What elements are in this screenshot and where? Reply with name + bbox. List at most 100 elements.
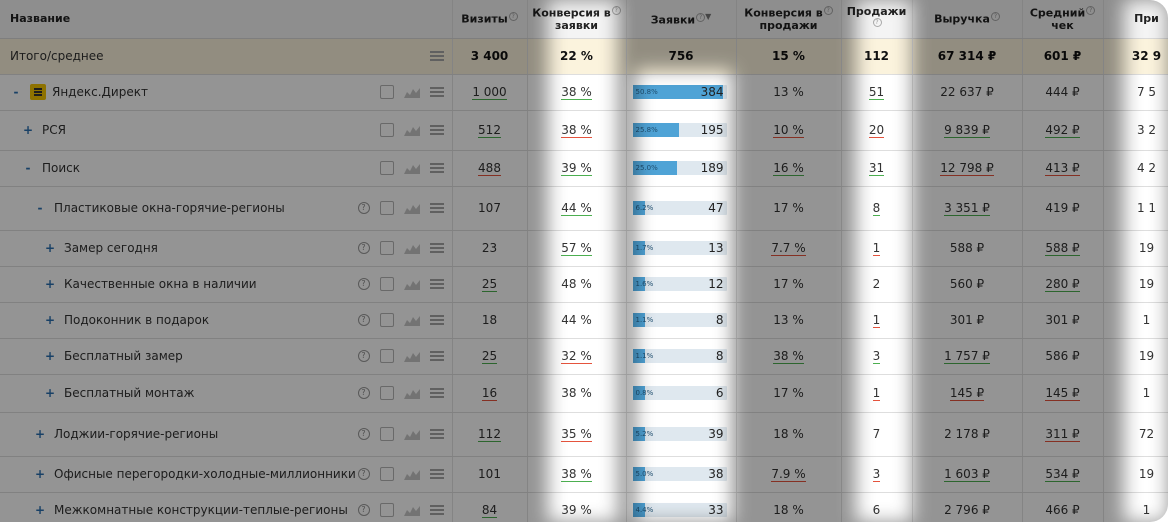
- conv-leads-cell-value[interactable]: 38 %: [561, 123, 592, 138]
- conv-sales-cell-value[interactable]: 38 %: [773, 349, 804, 364]
- expand-toggle[interactable]: +: [34, 467, 46, 481]
- row-checkbox[interactable]: [379, 427, 394, 441]
- chart-icon[interactable]: [403, 350, 420, 362]
- row-label[interactable]: Лоджии-горячие-регионы: [54, 427, 219, 441]
- leads-value[interactable]: 8: [715, 313, 724, 327]
- leads-value[interactable]: 47: [708, 201, 724, 215]
- help-icon[interactable]: ?: [357, 278, 370, 290]
- avg-check-cell-value[interactable]: 280 ₽: [1045, 277, 1080, 292]
- visits-cell-value[interactable]: 1 000: [472, 85, 507, 100]
- row-checkbox[interactable]: [379, 467, 394, 481]
- row-checkbox[interactable]: [379, 241, 394, 255]
- visits-cell-value[interactable]: 25: [481, 349, 498, 364]
- menu-icon[interactable]: [429, 388, 444, 398]
- revenue-cell-value[interactable]: 9 839 ₽: [944, 123, 990, 138]
- avg-check-cell-value[interactable]: 588 ₽: [1045, 241, 1080, 256]
- leads-value[interactable]: 33: [708, 503, 724, 517]
- conv-leads-cell-value[interactable]: 38 %: [561, 85, 592, 100]
- menu-icon[interactable]: [429, 279, 444, 289]
- revenue-cell-value[interactable]: 12 798 ₽: [940, 161, 994, 176]
- visits-cell-value[interactable]: 488: [478, 161, 501, 176]
- conv-leads-cell-value[interactable]: 35 %: [561, 427, 592, 442]
- row-label[interactable]: Офисные перегородки-холодные-миллионники: [54, 467, 356, 481]
- conv-leads-cell-value[interactable]: 38 %: [561, 467, 592, 482]
- collapse-toggle[interactable]: -: [37, 201, 43, 215]
- menu-icon[interactable]: [429, 203, 444, 213]
- visits-cell-value[interactable]: 25: [481, 277, 498, 292]
- row-checkbox[interactable]: [379, 349, 394, 363]
- help-icon[interactable]: ?: [357, 387, 370, 399]
- menu-icon[interactable]: [429, 87, 444, 97]
- leads-value[interactable]: 195: [700, 123, 724, 137]
- chart-icon[interactable]: [403, 468, 420, 480]
- help-icon[interactable]: ?: [1086, 5, 1096, 15]
- help-icon[interactable]: ?: [872, 17, 882, 27]
- sales-cell-value[interactable]: 8: [872, 201, 881, 216]
- avg-check-cell-value[interactable]: 413 ₽: [1045, 161, 1080, 176]
- header-visits[interactable]: Визиты?: [452, 0, 528, 39]
- chart-icon[interactable]: [403, 242, 420, 254]
- expand-toggle[interactable]: +: [22, 123, 34, 137]
- row-checkbox[interactable]: [379, 161, 394, 175]
- conv-leads-cell-value[interactable]: 57 %: [561, 241, 592, 256]
- row-label[interactable]: Подоконник в подарок: [64, 313, 210, 327]
- sales-cell-value[interactable]: 20: [868, 123, 885, 138]
- chart-icon[interactable]: [403, 124, 420, 136]
- menu-icon[interactable]: [429, 505, 444, 515]
- help-icon[interactable]: ?: [357, 428, 370, 440]
- chart-icon[interactable]: [403, 387, 420, 399]
- conv-sales-cell-value[interactable]: 7.9 %: [771, 467, 806, 482]
- expand-toggle[interactable]: +: [44, 241, 56, 255]
- chart-icon[interactable]: [403, 428, 420, 440]
- row-checkbox[interactable]: [379, 201, 394, 215]
- menu-icon[interactable]: [429, 469, 444, 479]
- sales-cell-value[interactable]: 1: [872, 386, 881, 401]
- leads-value[interactable]: 8: [715, 349, 724, 363]
- help-icon[interactable]: ?: [357, 314, 370, 326]
- sales-cell-value[interactable]: 1: [872, 313, 881, 328]
- row-label[interactable]: Яндекс.Директ: [52, 85, 148, 99]
- menu-icon[interactable]: [429, 429, 444, 439]
- sales-cell-value[interactable]: 1: [872, 241, 881, 256]
- avg-check-cell-value[interactable]: 534 ₽: [1045, 467, 1080, 482]
- menu-icon[interactable]: [429, 51, 444, 61]
- help-icon[interactable]: ?: [508, 11, 518, 21]
- header-name[interactable]: Название: [0, 0, 453, 39]
- row-label[interactable]: Поиск: [42, 161, 81, 175]
- leads-value[interactable]: 189: [700, 161, 724, 175]
- header-conv-leads[interactable]: Конверсия в? заявки: [527, 0, 627, 39]
- row-label[interactable]: РСЯ: [42, 123, 66, 137]
- header-revenue[interactable]: Выручка?: [912, 0, 1023, 39]
- row-label[interactable]: Пластиковые окна-горячие-регионы: [54, 201, 285, 215]
- row-checkbox[interactable]: [379, 503, 394, 517]
- leads-value[interactable]: 6: [715, 386, 724, 400]
- help-icon[interactable]: ?: [357, 350, 370, 362]
- expand-toggle[interactable]: +: [34, 503, 46, 517]
- chart-icon[interactable]: [403, 202, 420, 214]
- row-label[interactable]: Качественные окна в наличии: [64, 277, 257, 291]
- conv-leads-cell-value[interactable]: 32 %: [561, 349, 592, 364]
- revenue-cell-value[interactable]: 1 757 ₽: [944, 349, 990, 364]
- expand-toggle[interactable]: +: [44, 313, 56, 327]
- row-checkbox[interactable]: [379, 123, 394, 137]
- collapse-toggle[interactable]: -: [13, 85, 19, 99]
- leads-value[interactable]: 13: [708, 241, 724, 255]
- collapse-toggle[interactable]: -: [25, 161, 31, 175]
- row-checkbox[interactable]: [379, 386, 394, 400]
- menu-icon[interactable]: [429, 315, 444, 325]
- avg-check-cell-value[interactable]: 492 ₽: [1045, 123, 1080, 138]
- leads-value[interactable]: 384: [700, 85, 724, 99]
- help-icon[interactable]: ?: [357, 242, 370, 254]
- header-extra[interactable]: При: [1103, 0, 1168, 39]
- help-icon[interactable]: ?: [357, 202, 370, 214]
- conv-sales-cell-value[interactable]: 16 %: [773, 161, 804, 176]
- revenue-cell-value[interactable]: 3 351 ₽: [944, 201, 990, 216]
- row-label[interactable]: Бесплатный замер: [64, 349, 183, 363]
- chart-icon[interactable]: [403, 278, 420, 290]
- help-icon[interactable]: ?: [357, 504, 370, 516]
- revenue-cell-value[interactable]: 1 603 ₽: [944, 467, 990, 482]
- row-checkbox[interactable]: [379, 277, 394, 291]
- leads-value[interactable]: 12: [708, 277, 724, 291]
- visits-cell-value[interactable]: 16: [481, 386, 498, 401]
- conv-sales-cell-value[interactable]: 7.7 %: [771, 241, 806, 256]
